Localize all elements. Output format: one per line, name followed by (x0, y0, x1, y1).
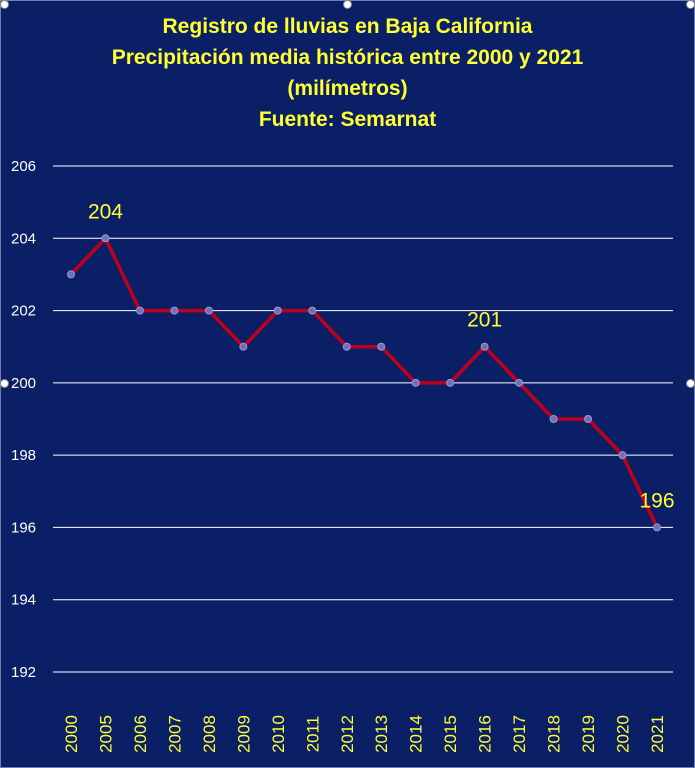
x-tick-label-2019: 2019 (579, 715, 598, 753)
data-point-2005 (101, 234, 110, 243)
x-tick-label-2020: 2020 (614, 715, 633, 753)
data-point-2016 (480, 342, 489, 351)
x-tick-label-2010: 2010 (269, 715, 288, 753)
x-tick-label-2005: 2005 (96, 715, 115, 753)
resize-handle-top-right[interactable] (686, 0, 695, 9)
y-tick-label-192: 192 (11, 664, 36, 681)
y-tick-label-194: 194 (11, 592, 36, 609)
data-label-2021: 196 (639, 489, 674, 512)
data-point-2020 (618, 451, 627, 460)
data-point-2009 (239, 342, 248, 351)
chart-title-line-4: Fuente: Semarnat (258, 108, 437, 131)
data-point-2014 (411, 378, 420, 387)
x-tick-label-2016: 2016 (476, 715, 495, 753)
x-tick-label-2018: 2018 (545, 715, 564, 753)
y-tick-label-206: 206 (11, 158, 36, 175)
data-point-2019 (584, 415, 593, 423)
data-point-2011 (308, 306, 317, 315)
data-point-2012 (342, 342, 351, 351)
x-tick-label-2012: 2012 (338, 715, 357, 753)
data-point-2007 (170, 306, 179, 315)
data-label-2016: 201 (467, 309, 502, 332)
x-tick-label-2021: 2021 (648, 715, 667, 753)
resize-handle-top-left[interactable] (0, 0, 9, 9)
y-tick-label-204: 204 (11, 230, 36, 247)
data-point-2013 (377, 342, 386, 351)
chart-title-line-3: (milímetros) (287, 77, 408, 100)
y-tick-label-198: 198 (11, 447, 36, 464)
x-tick-label-2007: 2007 (165, 715, 184, 753)
y-tick-label-196: 196 (11, 519, 36, 536)
x-tick-label-2009: 2009 (234, 715, 253, 753)
chart-title: Registro de lluvias en Baja California P… (1, 11, 694, 135)
data-point-2015 (446, 378, 455, 387)
y-tick-label-200: 200 (11, 375, 36, 392)
data-point-2000 (67, 270, 75, 279)
x-tick-label-2011: 2011 (303, 716, 322, 753)
data-label-2005: 204 (88, 200, 123, 223)
x-tick-label-2013: 2013 (372, 715, 391, 753)
x-tick-label-2014: 2014 (407, 715, 426, 753)
x-tick-label-2000: 2000 (62, 715, 81, 753)
chart-title-line-2: Precipitación media histórica entre 2000… (111, 46, 584, 69)
data-point-2006 (135, 306, 144, 315)
data-point-2017 (515, 378, 524, 387)
y-tick-label-202: 202 (11, 303, 36, 320)
data-point-2008 (204, 306, 213, 315)
x-tick-label-2008: 2008 (200, 715, 219, 753)
data-point-2021 (653, 523, 661, 532)
resize-handle-middle-left[interactable] (0, 379, 9, 388)
series-line (69, 236, 659, 529)
data-point-2010 (273, 306, 282, 315)
x-tick-label-2017: 2017 (510, 715, 529, 753)
data-point-2018 (549, 415, 558, 423)
chart-title-line-1: Registro de lluvias en Baja California (162, 15, 533, 38)
resize-handle-middle-right[interactable] (686, 379, 695, 388)
x-tick-label-2006: 2006 (131, 715, 150, 753)
x-tick-label-2015: 2015 (441, 715, 460, 753)
resize-handle-top-center[interactable] (343, 0, 352, 9)
